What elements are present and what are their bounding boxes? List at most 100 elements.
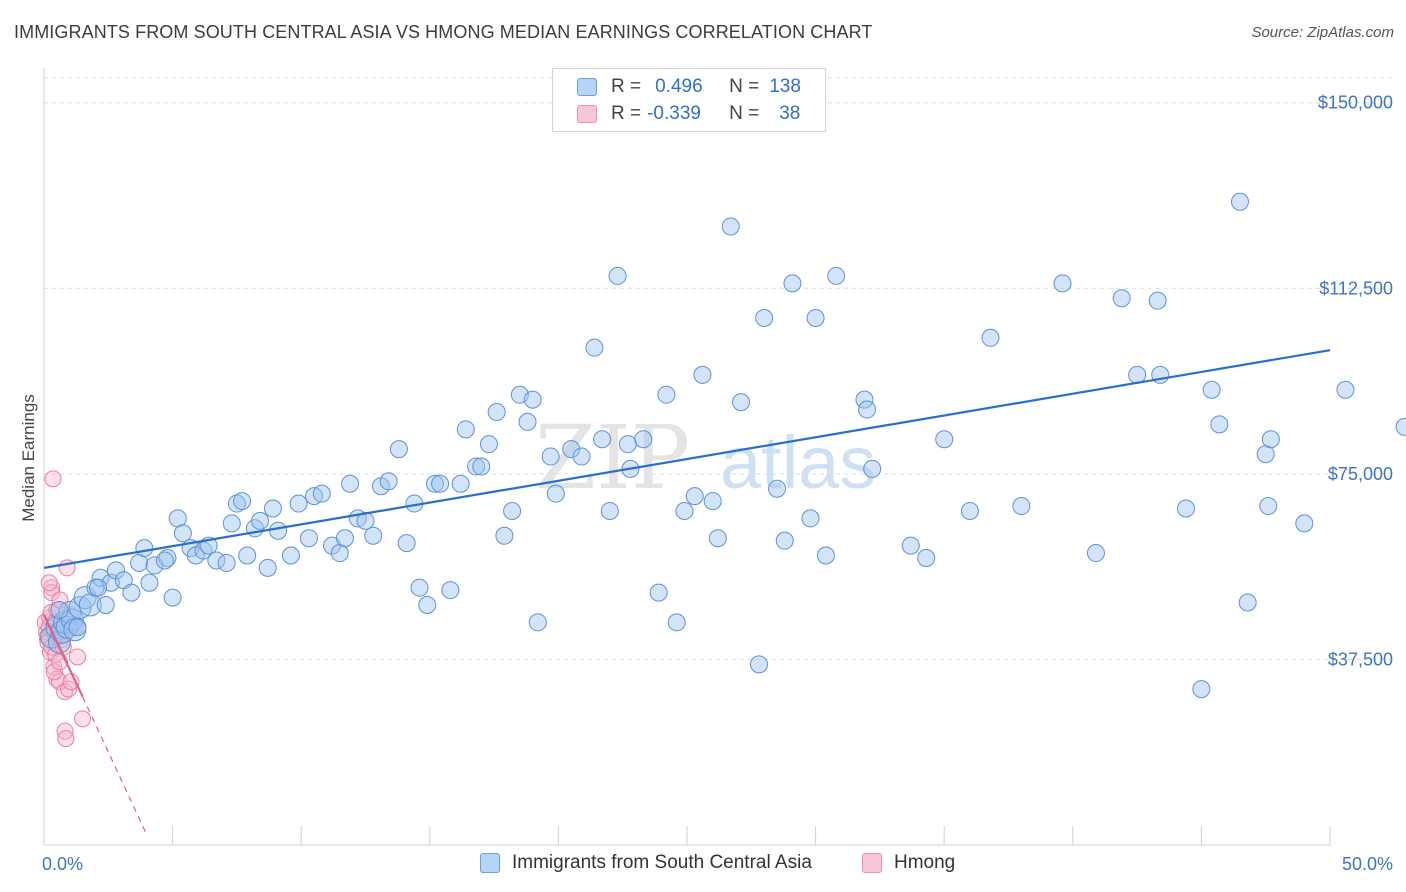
- south-central-asia-point: [634, 430, 653, 449]
- south-central-asia-point: [163, 588, 182, 607]
- series-legend: Immigrants from South Central Asia Hmong: [0, 852, 1406, 878]
- south-central-asia-point: [917, 548, 936, 567]
- x-tick-label: 0.0%: [42, 854, 83, 874]
- y-tick-label: $37,500: [1328, 649, 1393, 669]
- y-tick-label: $150,000: [1318, 93, 1393, 113]
- y-tick-labels: $37,500 $75,000 $112,500 $150,000: [1318, 93, 1393, 670]
- south-central-asia-point: [1210, 415, 1229, 434]
- south-central-asia-point: [1148, 291, 1167, 310]
- hmong-point: [40, 574, 58, 592]
- legend-r-value: 0.496: [655, 76, 703, 97]
- legend-n-label: N =: [729, 103, 760, 124]
- south-central-asia-point: [1230, 192, 1249, 211]
- south-central-asia-point: [467, 457, 486, 476]
- south-central-asia-point: [657, 385, 676, 404]
- south-central-asia-point: [693, 365, 712, 384]
- south-central-asia-point: [981, 328, 1000, 347]
- south-central-asia-point: [441, 581, 460, 600]
- south-central-asia-point: [299, 529, 318, 548]
- south-central-asia-point: [312, 484, 331, 503]
- hmong-point: [56, 722, 74, 740]
- south-central-asia-point: [649, 583, 668, 602]
- south-central-asia-point: [364, 526, 383, 545]
- hmong-point: [74, 710, 92, 728]
- watermark: ZIP atlas: [535, 406, 876, 509]
- south-central-asia-point: [1259, 497, 1278, 516]
- south-central-asia-point: [1202, 380, 1221, 399]
- pink-swatch: [862, 853, 882, 873]
- correlation-legend: R = 0.496 N = 138 R = -0.339 N = 38: [552, 68, 826, 132]
- south-central-asia-point: [863, 459, 882, 478]
- south-central-asia-point: [600, 501, 619, 520]
- south-central-asia-point: [456, 420, 475, 439]
- south-central-asia-point: [593, 430, 612, 449]
- south-central-asia-point: [960, 501, 979, 520]
- legend-n-value: 38: [779, 103, 801, 124]
- south-central-asia-point: [222, 514, 241, 533]
- south-central-asia-point: [107, 561, 126, 580]
- south-central-asia-point: [335, 529, 354, 548]
- south-central-asia-point: [258, 558, 277, 577]
- south-central-asia-point: [901, 536, 920, 555]
- south-central-asia-point: [425, 474, 444, 493]
- south-central-asia-point: [768, 479, 787, 498]
- south-central-asia-point: [217, 553, 236, 572]
- south-central-asia-point: [379, 472, 398, 491]
- hmong-point: [45, 663, 63, 681]
- south-central-asia-point: [667, 613, 686, 632]
- legend-r-label: R =: [611, 76, 642, 97]
- south-central-asia-point: [806, 308, 825, 327]
- y-tick-label: $112,500: [1319, 278, 1393, 298]
- south-central-asia-points: [40, 192, 1406, 699]
- blue-swatch: [480, 853, 500, 873]
- hmong-point: [43, 579, 61, 597]
- hmong-point: [44, 470, 62, 488]
- legend-row-pink: R = -0.339 N = 38: [577, 102, 800, 126]
- legend-label: Hmong: [894, 852, 956, 873]
- axes: [43, 68, 1331, 846]
- south-central-asia-point: [618, 435, 637, 454]
- legend-row-blue: R = 0.496 N = 138: [577, 75, 801, 99]
- south-central-asia-point: [155, 551, 174, 570]
- legend-r-value: -0.339: [647, 103, 701, 124]
- south-central-asia-point: [389, 440, 408, 459]
- gridlines: [44, 77, 1394, 660]
- legend-label: Immigrants from South Central Asia: [512, 852, 812, 873]
- x-tick-label: 50.0%: [1342, 854, 1393, 874]
- south-central-asia-point: [523, 390, 542, 409]
- legend-n-label: N =: [729, 76, 760, 97]
- pink-swatch: [577, 105, 597, 123]
- south-central-asia-point: [68, 618, 87, 637]
- south-central-asia-point: [732, 393, 751, 412]
- south-central-asia-point: [1192, 680, 1211, 699]
- south-central-asia-point: [1336, 380, 1355, 399]
- south-central-asia-point: [281, 546, 300, 565]
- south-central-asia-point: [233, 492, 252, 511]
- hmong-trend-extension: [82, 696, 148, 836]
- source-credit: Source: ZipAtlas.com: [1251, 24, 1394, 41]
- blue-swatch: [577, 78, 597, 96]
- south-central-asia-point: [431, 474, 450, 493]
- south-central-asia-point: [562, 440, 581, 459]
- legend-item-hmong[interactable]: Hmong: [862, 852, 955, 874]
- y-axis-label: Median Earnings: [19, 394, 38, 522]
- south-central-asia-point: [96, 596, 115, 615]
- legend-item-south-central-asia[interactable]: Immigrants from South Central Asia: [480, 852, 812, 874]
- legend-n-value: 138: [769, 76, 801, 97]
- legend-r-label: R =: [611, 103, 642, 124]
- south-central-asia-point: [1112, 289, 1131, 308]
- south-central-asia-point: [122, 583, 141, 602]
- south-central-asia-point: [1086, 544, 1105, 563]
- south-central-asia-point: [479, 435, 498, 454]
- trend-lines: [43, 349, 1331, 836]
- south-central-asia-point: [775, 531, 794, 550]
- south-central-asia-point: [541, 447, 560, 466]
- south-central-asia-point: [750, 655, 769, 674]
- south-central-asia-point: [140, 573, 159, 592]
- south-central-asia-point: [755, 308, 774, 327]
- south-central-asia-point: [194, 541, 213, 560]
- hmong-point: [68, 648, 86, 666]
- south-central-asia-point: [397, 534, 416, 553]
- y-tick-label: $75,000: [1328, 464, 1393, 484]
